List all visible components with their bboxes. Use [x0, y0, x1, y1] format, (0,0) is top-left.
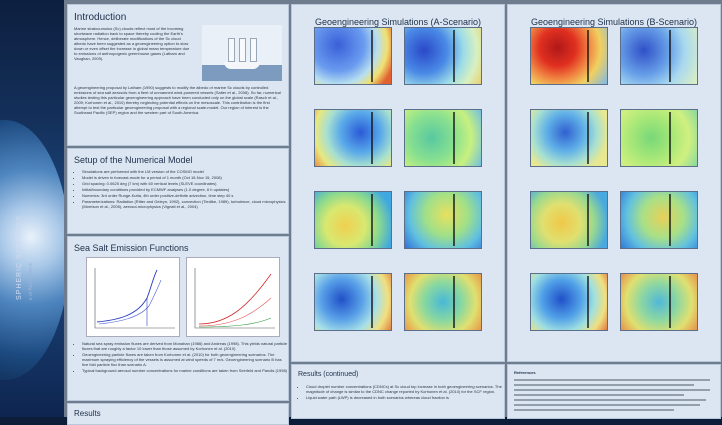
emission-plot-2: [186, 257, 280, 337]
reference-line: [514, 384, 694, 386]
list-item: Geoengineering particle fluxes are taken…: [82, 352, 288, 367]
references-panel: References: [507, 364, 721, 419]
side-title: SPHERIC SCIENCES: [16, 215, 23, 300]
results-continued-title: Results (continued): [298, 371, 359, 378]
earth-image: [0, 120, 64, 380]
map-plot: [530, 191, 608, 249]
reference-line: [514, 404, 700, 406]
map-plot: [314, 273, 392, 331]
model-setup-title: Setup of the Numerical Model: [74, 155, 193, 165]
map-plot: [530, 273, 608, 331]
map-plot: [620, 191, 698, 249]
side-subtitle: e of Atmospheric: [28, 262, 34, 300]
reference-line: [514, 409, 674, 411]
map-plot: [314, 27, 392, 85]
list-item: Numerics: 3rd order Runge-Kutta, 4th ord…: [82, 193, 288, 198]
results-continued-list: Cloud droplet number concentrations (CDN…: [298, 384, 506, 401]
simulations-a-title: Geoengineering Simulations (A-Scenario): [314, 17, 482, 28]
list-item: Initial/boundary conditions provided by …: [82, 187, 288, 192]
map-plot: [314, 191, 392, 249]
results-panel: Results: [67, 403, 289, 425]
results-title: Results: [74, 409, 101, 418]
references-title: References: [514, 370, 536, 375]
list-item: Parameterizations: Radiation (Ritter and…: [82, 199, 288, 209]
map-plot: [404, 191, 482, 249]
reference-line: [514, 394, 684, 396]
introduction-title: Introduction: [74, 12, 127, 23]
map-plot: [620, 27, 698, 85]
reference-line: [514, 399, 706, 401]
introduction-text-2: A geoengineering proposal by Latham (199…: [74, 85, 281, 115]
map-plot: [314, 109, 392, 167]
sea-salt-title: Sea Salt Emission Functions: [74, 243, 189, 253]
map-plot: [530, 27, 608, 85]
map-plot: [530, 109, 608, 167]
list-item: Typical background aerosol number concen…: [82, 368, 288, 373]
poster-body: Introduction Marine stratocumulus (Sc) c…: [64, 0, 722, 425]
map-plot: [404, 273, 482, 331]
list-item: Natural sea spray emission fluxes are de…: [82, 341, 288, 351]
list-item: Cloud droplet number concentrations (CDN…: [306, 384, 506, 394]
model-setup-list: Simulations are performed with the LM ve…: [74, 169, 288, 210]
list-item: Simulations are performed with the LM ve…: [82, 169, 288, 174]
emission-plot-2-svg: [194, 268, 275, 329]
introduction-text: Marine stratocumulus (Sc) clouds reflect…: [74, 26, 190, 61]
introduction-panel: Introduction Marine stratocumulus (Sc) c…: [67, 4, 289, 146]
simulations-a-panel: Geoengineering Simulations (A-Scenario): [291, 4, 505, 362]
simulations-b-panel: Geoengineering Simulations (B-Scenario): [507, 4, 721, 362]
emission-plot-1-svg: [94, 268, 175, 329]
list-item: Liquid water path (LWP) is decreased in …: [306, 395, 506, 400]
sea-salt-panel: Sea Salt Emission Functions Natural sea …: [67, 236, 289, 401]
flettner-ship-image: [202, 25, 282, 81]
list-item: Model is driven in forecast-mode for a p…: [82, 175, 288, 180]
list-item: Grid spacing: 0.0625 deg (7 km) with 60 …: [82, 181, 288, 186]
model-setup-panel: Setup of the Numerical Model Simulations…: [67, 148, 289, 234]
map-plot: [620, 273, 698, 331]
sea-salt-list: Natural sea spray emission fluxes are de…: [74, 341, 288, 374]
map-plot: [404, 109, 482, 167]
map-plot: [404, 27, 482, 85]
results-continued-panel: Results (continued) Cloud droplet number…: [291, 364, 505, 419]
reference-line: [514, 379, 710, 381]
simulations-b-title: Geoengineering Simulations (B-Scenario): [530, 17, 698, 28]
reference-line: [514, 389, 710, 391]
earth-side-banner: SPHERIC SCIENCES e of Atmospheric: [0, 0, 64, 417]
map-plot: [620, 109, 698, 167]
emission-plot-1: [86, 257, 180, 337]
